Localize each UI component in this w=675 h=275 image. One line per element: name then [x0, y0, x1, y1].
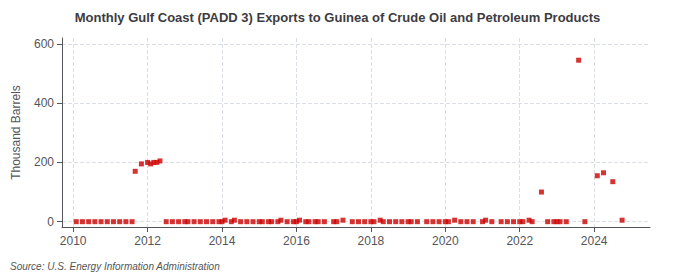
svg-text:2020: 2020 — [432, 234, 459, 248]
svg-text:400: 400 — [34, 96, 54, 110]
svg-text:2010: 2010 — [60, 234, 87, 248]
svg-text:2016: 2016 — [283, 234, 310, 248]
svg-text:2014: 2014 — [209, 234, 236, 248]
svg-text:600: 600 — [34, 37, 54, 51]
svg-text:200: 200 — [34, 155, 54, 169]
svg-text:2024: 2024 — [581, 234, 608, 248]
svg-text:Monthly Gulf Coast (PADD 3) Ex: Monthly Gulf Coast (PADD 3) Exports to G… — [75, 10, 601, 25]
svg-text:2022: 2022 — [506, 234, 533, 248]
svg-text:2012: 2012 — [134, 234, 161, 248]
svg-text:Thousand Barrels: Thousand Barrels — [9, 85, 23, 180]
svg-text:Source: U.S. Energy Informatio: Source: U.S. Energy Information Administ… — [10, 261, 220, 272]
svg-text:0: 0 — [47, 215, 54, 229]
svg-text:2018: 2018 — [358, 234, 385, 248]
